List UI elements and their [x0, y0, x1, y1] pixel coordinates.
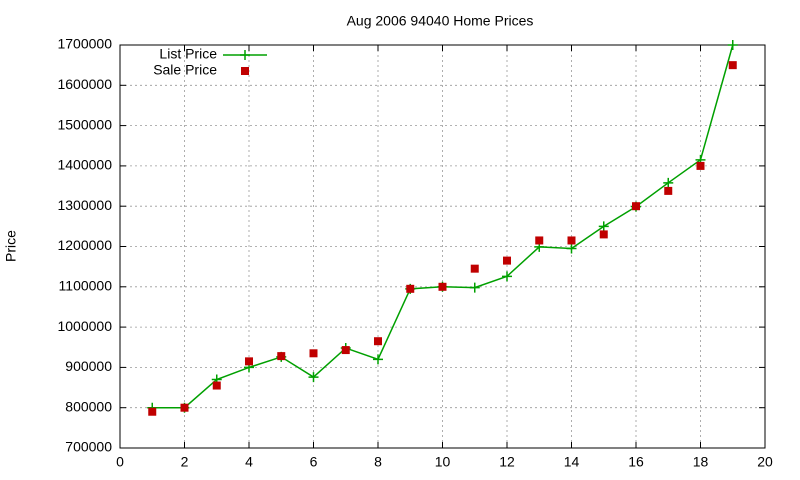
- y-tick-label: 1500000: [57, 116, 112, 132]
- data-point: [180, 403, 189, 412]
- data-point: [502, 271, 512, 282]
- y-tick-label: 1000000: [57, 318, 112, 334]
- data-point: [599, 230, 608, 239]
- x-tick-label: 10: [435, 454, 451, 470]
- data-point: [632, 202, 640, 211]
- data-point: [309, 349, 318, 358]
- data-point: [598, 221, 609, 232]
- y-tick-label: 1400000: [57, 157, 112, 173]
- y-tick-label: 1700000: [57, 36, 112, 52]
- x-tick-label: 12: [499, 454, 515, 470]
- legend-marker: [240, 50, 250, 60]
- data-point: [535, 236, 544, 245]
- data-point: [567, 236, 576, 245]
- data-point: [148, 407, 157, 416]
- x-tick-label: 4: [245, 454, 253, 470]
- data-point: [696, 161, 705, 170]
- data-point: [212, 381, 221, 390]
- data-point: [373, 354, 383, 365]
- data-point: [341, 346, 350, 355]
- legend-marker: [241, 67, 249, 75]
- x-tick-label: 6: [310, 454, 318, 470]
- data-point: [470, 264, 479, 273]
- legend-label: List Price: [159, 46, 217, 62]
- y-axis-label: Price: [3, 230, 19, 262]
- data-point: [308, 372, 319, 383]
- y-tick-label: 700000: [65, 439, 112, 455]
- data-point: [566, 243, 577, 254]
- x-tick-label: 18: [693, 454, 709, 470]
- x-tick-label: 14: [564, 454, 580, 470]
- x-tick-label: 16: [628, 454, 644, 470]
- y-tick-label: 800000: [65, 398, 112, 414]
- y-tick-label: 900000: [65, 358, 112, 374]
- plot-frame: [119, 44, 766, 449]
- data-point: [374, 337, 382, 346]
- data-point: [503, 256, 511, 265]
- chart-title: Aug 2006 94040 Home Prices: [347, 13, 534, 29]
- x-tick-label: 8: [374, 454, 382, 470]
- y-tick-label: 1100000: [59, 278, 113, 294]
- x-tick-label: 20: [757, 454, 773, 470]
- data-point: [245, 357, 253, 366]
- data-point: [438, 282, 447, 291]
- x-tick-label: 0: [116, 454, 124, 470]
- data-point: [664, 186, 673, 195]
- data-point: [663, 177, 674, 188]
- data-point: [728, 61, 737, 70]
- x-tick-label: 2: [181, 454, 189, 470]
- data-point: [469, 282, 480, 293]
- data-point: [277, 352, 286, 361]
- legend-label: Sale Price: [153, 62, 217, 78]
- y-tick-label: 1200000: [57, 237, 112, 253]
- data-point: [406, 284, 415, 293]
- y-tick-label: 1600000: [57, 76, 112, 92]
- y-tick-label: 1300000: [57, 197, 112, 213]
- data-point: [727, 40, 738, 50]
